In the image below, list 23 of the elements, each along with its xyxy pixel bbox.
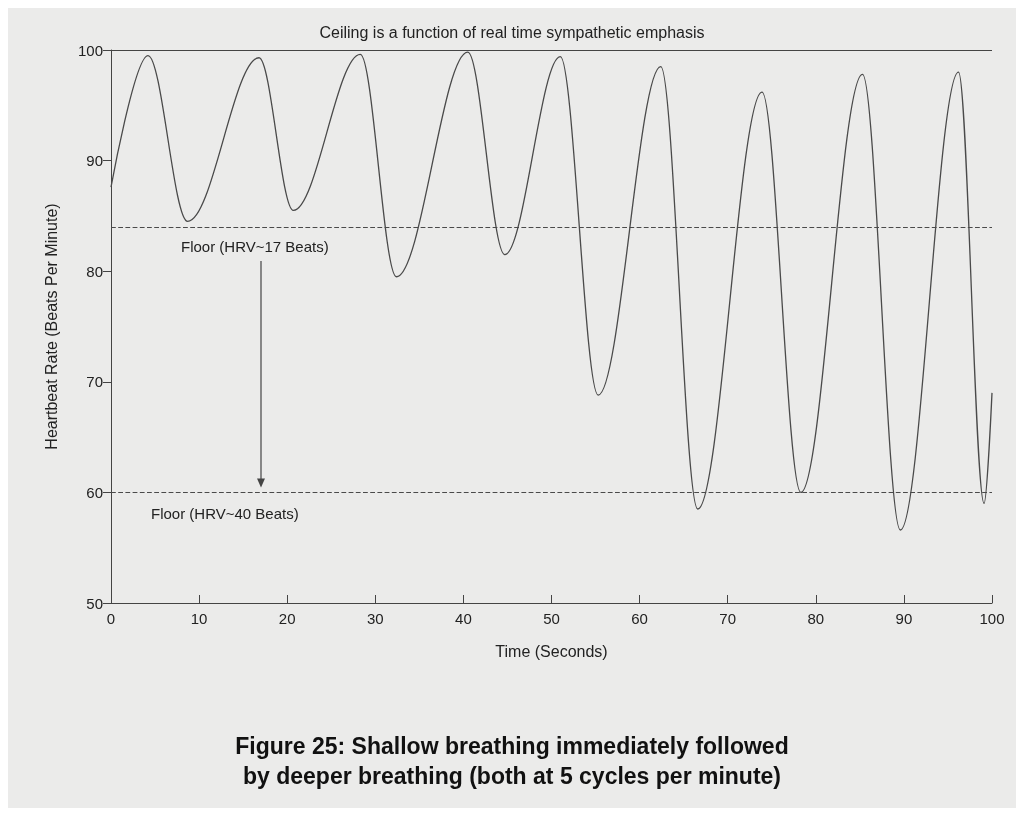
x-tick-label: 40 [455,610,472,627]
y-tick-label: 50 [86,594,103,612]
x-axis-title: Time (Seconds) [495,642,608,660]
y-tick-label: 70 [86,373,103,391]
y-axis-title: Heartbeat Rate (Beats Per Minute) [42,203,60,450]
x-tick-label: 60 [631,610,648,627]
y-tick-label: 60 [86,483,103,501]
x-tick-label: 70 [719,610,737,627]
x-tick-label: 80 [807,610,825,627]
x-tick-label: 50 [543,610,560,627]
y-tick-label: 100 [77,41,103,59]
text: Figure 25: Shallow breathing immediately followed by deeper breathing (both at 5 cycles per minute) [235,733,789,789]
ref-line-label: Floor (HRV~40 Beats) [151,505,299,523]
x-tick-label: 10 [190,610,208,627]
ref-line-label: Floor (HRV~17 Beats) [181,237,329,255]
y-tick-label: 80 [86,262,103,280]
x-tick-label: 0 [106,610,116,627]
x-tick-label: 20 [278,610,296,627]
x-tick-label: 100 [979,610,1005,627]
x-tick-label: 90 [895,610,913,627]
text: Ceiling is a function of real time sympathetic emphasis [319,23,705,41]
y-tick-label: 90 [86,152,103,170]
x-tick-label: 30 [366,610,384,627]
